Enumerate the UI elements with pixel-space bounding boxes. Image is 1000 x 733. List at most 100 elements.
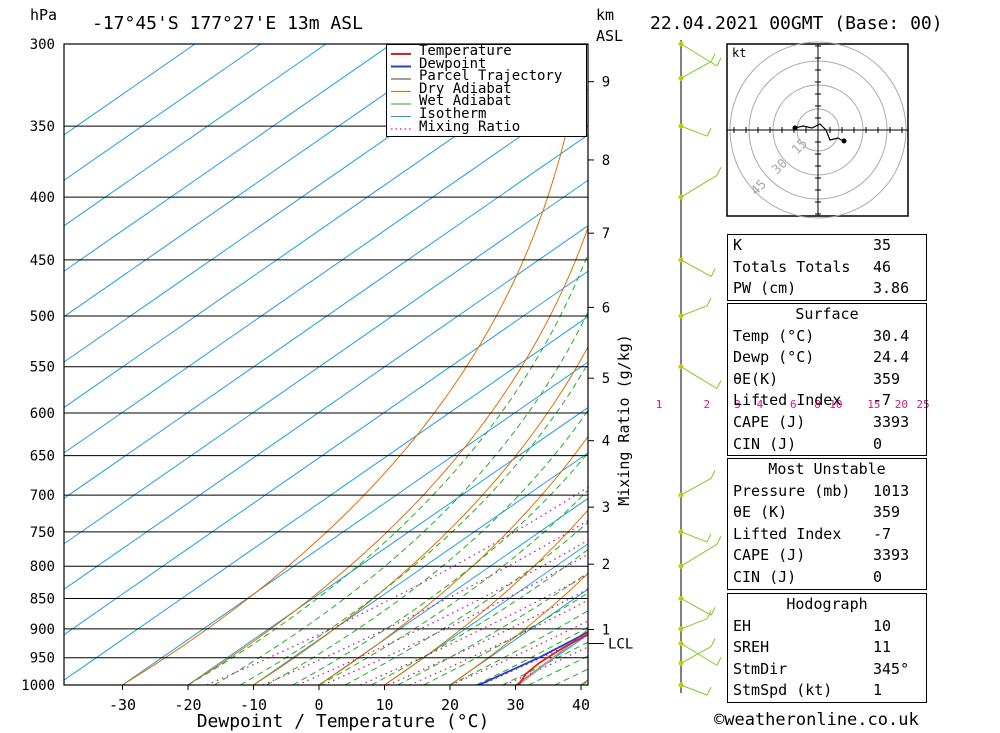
surface-row: CIN (J) 0 [728, 434, 926, 456]
km-tick-label: 5 [602, 371, 610, 387]
copyright: ©weatheronline.co.uk [714, 710, 919, 730]
wet-adiabat-line [187, 252, 588, 685]
legend-swatches [391, 53, 411, 130]
wet-adiabat-line [213, 310, 588, 685]
wind-barb [680, 543, 718, 567]
hodograph-unit: kt [732, 46, 746, 60]
mixing-ratio-label: 6 [790, 398, 797, 411]
wind-barb [680, 174, 718, 198]
pressure-tick-label: 1000 [21, 678, 55, 694]
legend-item-mixing-ratio: Mixing Ratio [419, 118, 521, 135]
x-axis-title: Dewpoint / Temperature (°C) [197, 711, 490, 732]
surface-row: Lifted Index -7 [728, 390, 926, 412]
most-unstable-key: Lifted Index [733, 524, 842, 543]
most-unstable-key: θE (K) [733, 503, 788, 522]
pressure-tick-label: 900 [30, 622, 55, 638]
km-tick-label: 3 [602, 500, 610, 516]
surface-key: CIN (J) [733, 434, 797, 453]
wind-barb-flag [716, 536, 722, 545]
mixing-ratio-label: 2 [704, 398, 711, 411]
pressure-tick-label: 300 [30, 37, 55, 53]
pressure-tick-label: 400 [30, 190, 55, 206]
hodograph-key: SREH [733, 638, 770, 657]
mixing-ratio-line [409, 599, 588, 685]
surface-key: CAPE (J) [733, 412, 806, 431]
surface-value: 3393 [873, 412, 910, 431]
wet-adiabat-line [318, 489, 588, 685]
legend: Temperature Dewpoint Parcel Trajectory D… [386, 44, 587, 137]
index-value: 46 [873, 257, 892, 276]
dry-adiabat-line [253, 345, 588, 685]
pressure-tick-label: 700 [30, 488, 55, 504]
wind-barb [680, 305, 708, 317]
hodograph-value: 10 [873, 616, 892, 635]
most-unstable-title: Most Unstable [768, 460, 886, 478]
x-tick-label: 40 [572, 696, 590, 714]
pressure-tick-label: 650 [30, 449, 55, 465]
wind-barb-flag [706, 686, 712, 696]
pressure-tick-label: 500 [30, 309, 55, 325]
mixing-ratio-label: 10 [829, 398, 842, 411]
x-tick-label: -30 [109, 696, 136, 714]
wet-adiabat-line [449, 610, 588, 685]
isotherm-line [64, 44, 523, 363]
index-key: Totals Totals [733, 257, 851, 276]
sounding-series [478, 630, 588, 685]
hodograph-value: 1 [873, 681, 883, 700]
dry-adiabat-line [974, 26, 1000, 685]
pressure-tick-label: 800 [30, 559, 55, 575]
x-tick-label: 20 [441, 696, 459, 714]
index-row: Totals Totals 46 [728, 257, 926, 279]
isotherm-line [384, 543, 588, 685]
surface-key: Temp (°C) [733, 326, 815, 345]
wind-barb-flag [706, 610, 712, 620]
isotherm-line [64, 179, 588, 545]
hodograph-point [841, 138, 847, 144]
isotherm-line [253, 452, 588, 685]
index-row: PW (cm) 3.86 [728, 278, 926, 300]
dry-adiabat-line [122, 44, 584, 685]
isotherm-line [64, 44, 327, 227]
mixing-ratio-label: 4 [757, 398, 764, 411]
isotherm-line [122, 361, 588, 685]
surface-key: θE(K) [733, 369, 779, 388]
isotherm-line [64, 270, 588, 636]
most-unstable-value: 3393 [873, 546, 910, 565]
isotherm-line [64, 44, 261, 181]
mixing-ratio-label: 15 [867, 398, 880, 411]
pressure-tick-label: 600 [30, 406, 55, 422]
isotherm-line [64, 44, 458, 318]
isotherm-line [64, 44, 588, 409]
surface-value: 30.4 [873, 326, 910, 345]
most-unstable-value: 1013 [873, 481, 910, 500]
isotherm-line [64, 225, 588, 590]
pressure-tick-label: 950 [30, 651, 55, 667]
legend-item-parcel: Parcel Trajectory [419, 68, 563, 85]
wind-barb [680, 531, 708, 543]
wind-barb [680, 684, 708, 696]
wind-barb-flag [710, 470, 716, 479]
mixing-ratio-line [387, 588, 588, 685]
most-unstable-key: CAPE (J) [733, 546, 806, 565]
km-tick-label: 1 [602, 622, 610, 638]
background-lines [64, 26, 1000, 685]
wind-barb [680, 618, 708, 630]
hodograph-table: Hodograph EH 10 SREH 11 StmDir 345° StmSpd … [727, 593, 927, 703]
hodograph-key: StmSpd (kt) [733, 681, 833, 700]
wet-adiabat-line [344, 521, 588, 685]
surface-row: θE(K) 359 [728, 369, 926, 391]
most-unstable-table: Most Unstable Pressure (mb) 1013 θE (K) 35… [727, 458, 927, 590]
wind-barb [680, 366, 718, 390]
wind-barb-flag [716, 657, 722, 666]
wind-barb-flag [710, 268, 716, 277]
legend-item-dewpoint: Dewpoint [419, 55, 487, 72]
hodograph-trace [794, 123, 844, 142]
legend-item-wet-adiabat: Wet Adiabat [419, 93, 512, 110]
wet-adiabat-line [240, 362, 588, 685]
surface-value: -7 [873, 391, 892, 410]
dry-adiabat-line [384, 509, 588, 685]
pressure-tick-label: 750 [30, 525, 55, 541]
most-unstable-key: Pressure (mb) [733, 481, 851, 500]
most-unstable-value: 0 [873, 567, 883, 586]
most-unstable-row: θE (K) 359 [728, 502, 926, 524]
